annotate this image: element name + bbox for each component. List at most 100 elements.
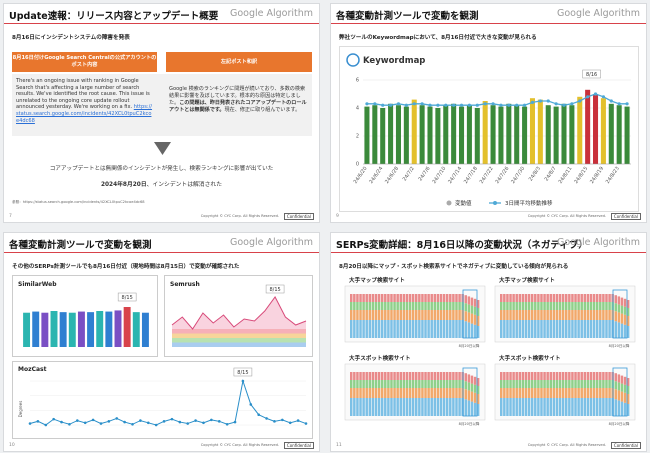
screenshot-bar	[537, 380, 540, 388]
screenshot-bar	[405, 372, 409, 380]
screenshot-bar	[473, 384, 477, 393]
caption: 8月20日以降	[609, 421, 630, 426]
screenshot-bar	[574, 398, 577, 416]
screenshot-bar	[452, 320, 455, 338]
screenshot-bar	[380, 320, 384, 338]
screenshot-bar	[617, 390, 621, 401]
screenshot-bar	[605, 388, 608, 398]
screenshot-bar	[577, 302, 580, 310]
bar	[545, 105, 551, 164]
link[interactable]: https://status.search.google.com/inciden…	[16, 104, 153, 124]
screenshot-bar	[427, 302, 430, 310]
screenshot-bar	[521, 320, 525, 338]
screenshot-bar	[368, 388, 372, 398]
screenshot-bar	[470, 383, 474, 392]
screenshot-bar	[384, 380, 387, 388]
bar	[600, 98, 606, 164]
band	[172, 329, 306, 334]
screenshot-bar	[418, 380, 421, 388]
screenshot-bar	[353, 380, 356, 388]
screenshot-bar	[458, 320, 461, 338]
screenshot-bar	[549, 320, 552, 338]
screenshot-bar	[527, 310, 531, 320]
screenshot-bar	[396, 310, 399, 320]
screenshot-bar	[543, 388, 546, 398]
screenshot-bar	[599, 294, 602, 302]
page-number: 7	[9, 214, 12, 219]
screenshot-bar	[353, 320, 356, 338]
screenshot-bar	[592, 398, 596, 416]
screenshot-bar	[509, 320, 512, 338]
screenshot-bar	[512, 320, 515, 338]
bar	[435, 108, 441, 164]
screenshot-bar	[359, 302, 362, 310]
screenshot-bar	[455, 380, 458, 388]
screenshot-bar	[377, 388, 381, 398]
screenshot-bar	[353, 388, 356, 398]
screenshot-bar	[350, 302, 353, 310]
bar	[364, 106, 370, 164]
line-point	[467, 103, 472, 107]
screenshot-bar	[430, 310, 433, 320]
screenshot-bar	[380, 294, 384, 302]
bar	[23, 312, 31, 347]
screenshot-bar	[424, 388, 427, 398]
screenshot-bar	[565, 320, 568, 338]
screenshot-bar	[595, 302, 599, 310]
line-point	[586, 95, 590, 99]
screenshot-bar	[387, 388, 390, 398]
line-point	[115, 417, 119, 420]
screenshot-bar	[555, 380, 559, 388]
screenshot-bar	[427, 388, 430, 398]
screenshot-bar	[623, 314, 627, 325]
page-number: 10	[9, 443, 15, 448]
bar	[388, 103, 394, 164]
screenshot-bar	[534, 388, 537, 398]
screenshot-bar	[473, 306, 477, 315]
y-axis-label: Degrees	[18, 401, 23, 418]
screenshot-bar	[442, 380, 446, 388]
screenshot-bar	[384, 388, 387, 398]
screenshot-bar	[509, 372, 512, 380]
bar	[96, 311, 104, 347]
screenshot-bar	[442, 398, 446, 416]
screenshot-bar	[552, 388, 556, 398]
line-point	[593, 92, 598, 96]
screenshot-bar	[449, 302, 452, 310]
screenshot-bar	[455, 310, 458, 320]
screenshot-bar	[521, 380, 525, 388]
screenshot-bar	[371, 302, 375, 310]
screenshot-bar	[592, 320, 596, 338]
annotation: 8/15	[237, 370, 248, 376]
confidential: Confidential	[610, 442, 641, 449]
screenshot-bar	[595, 294, 599, 302]
screenshot-bar	[467, 322, 471, 338]
screenshot-bar	[515, 388, 518, 398]
screenshot-bar	[356, 302, 359, 310]
screenshot-bar	[371, 294, 375, 302]
screenshot-bar	[614, 389, 617, 400]
screenshot-bar	[577, 380, 580, 388]
band	[172, 342, 306, 347]
screenshot-bar	[558, 380, 562, 388]
screenshot-bar	[558, 372, 562, 380]
screenshot-bar	[399, 310, 402, 320]
line-point	[194, 419, 197, 422]
screenshot-bar	[436, 302, 440, 310]
screenshot-bar	[384, 398, 387, 416]
screenshot-bar	[509, 398, 512, 416]
screenshot-bar	[393, 380, 396, 388]
screenshot-bar	[421, 320, 424, 338]
copyright: Copyright © CYC Corp. All Rights Reserve…	[527, 443, 606, 447]
caption: 8月20日以降	[459, 343, 480, 348]
screenshot-bar	[555, 294, 559, 302]
screenshot-bar	[433, 320, 437, 338]
screenshot-bar	[524, 294, 528, 302]
screenshot-bar	[602, 380, 605, 388]
screenshot-bar	[433, 294, 437, 302]
screenshot-bar	[546, 380, 549, 388]
screenshot-bar	[592, 380, 596, 388]
screenshot-bar	[518, 310, 522, 320]
screenshot-bar	[512, 380, 515, 388]
screenshot-bar	[374, 294, 378, 302]
